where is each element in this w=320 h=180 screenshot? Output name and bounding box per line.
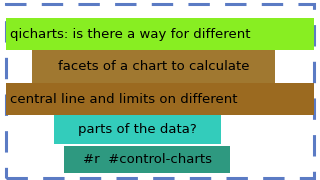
Bar — [6, 18, 314, 50]
Bar — [6, 83, 314, 115]
Text: qicharts: is there a way for different: qicharts: is there a way for different — [10, 28, 250, 41]
Bar — [32, 50, 275, 83]
Bar — [64, 146, 230, 173]
Text: #r  #control-charts: #r #control-charts — [83, 153, 212, 166]
Bar — [54, 115, 221, 144]
Text: central line and limits on different: central line and limits on different — [10, 93, 237, 105]
Text: parts of the data?: parts of the data? — [78, 123, 197, 136]
Text: facets of a chart to calculate: facets of a chart to calculate — [58, 60, 249, 73]
